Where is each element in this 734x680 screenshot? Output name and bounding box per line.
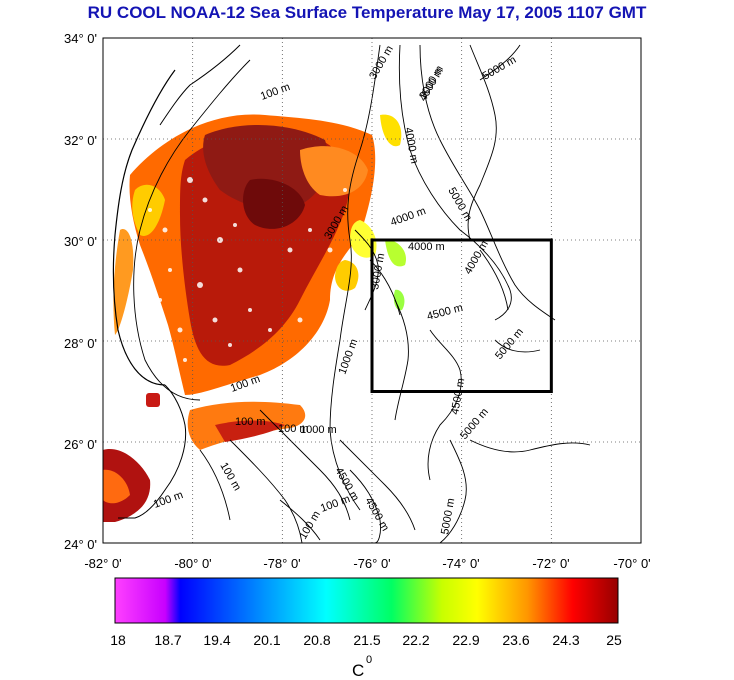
svg-text:23.6: 23.6 <box>502 632 529 648</box>
svg-text:20.1: 20.1 <box>253 632 280 648</box>
coastline <box>112 69 176 386</box>
colorbar-ticks: 18 18.7 19.4 20.1 20.8 21.5 22.2 22.9 23… <box>110 632 622 648</box>
colorbar <box>114 577 619 624</box>
svg-text:22.2: 22.2 <box>402 632 429 648</box>
svg-text:18: 18 <box>110 632 126 648</box>
map-frame <box>102 37 642 544</box>
lon-label: -78° 0' <box>263 556 300 571</box>
svg-text:22.9: 22.9 <box>452 632 479 648</box>
svg-text:18.7: 18.7 <box>154 632 181 648</box>
svg-text:21.5: 21.5 <box>353 632 380 648</box>
lon-label: -74° 0' <box>442 556 479 571</box>
contour-label: 100 m <box>235 416 266 428</box>
map-title: RU COOL NOAA-12 Sea Surface Temperature … <box>87 3 647 22</box>
colorbar-unit-sup: 0 <box>366 654 372 666</box>
contour-label: 4000 m <box>408 241 445 253</box>
svg-text:20.8: 20.8 <box>303 632 330 648</box>
contour-label: 1000 m <box>300 424 337 436</box>
lat-label: 32° 0' <box>64 133 97 148</box>
colorbar-unit: C <box>352 661 364 680</box>
svg-text:25: 25 <box>606 632 622 648</box>
lon-label: -76° 0' <box>353 556 390 571</box>
svg-text:19.4: 19.4 <box>203 632 230 648</box>
lon-label: -70° 0' <box>613 556 650 571</box>
lat-label: 26° 0' <box>64 437 97 452</box>
lon-label: -82° 0' <box>84 556 121 571</box>
lon-label: -72° 0' <box>532 556 569 571</box>
lon-label: -80° 0' <box>174 556 211 571</box>
svg-text:24.3: 24.3 <box>552 632 579 648</box>
study-region-box <box>370 238 553 393</box>
contour-label: 100 m <box>278 423 309 435</box>
lat-label: 24° 0' <box>64 537 97 552</box>
lat-label: 34° 0' <box>64 31 97 46</box>
lat-label: 28° 0' <box>64 336 97 351</box>
lat-label: 30° 0' <box>64 234 97 249</box>
